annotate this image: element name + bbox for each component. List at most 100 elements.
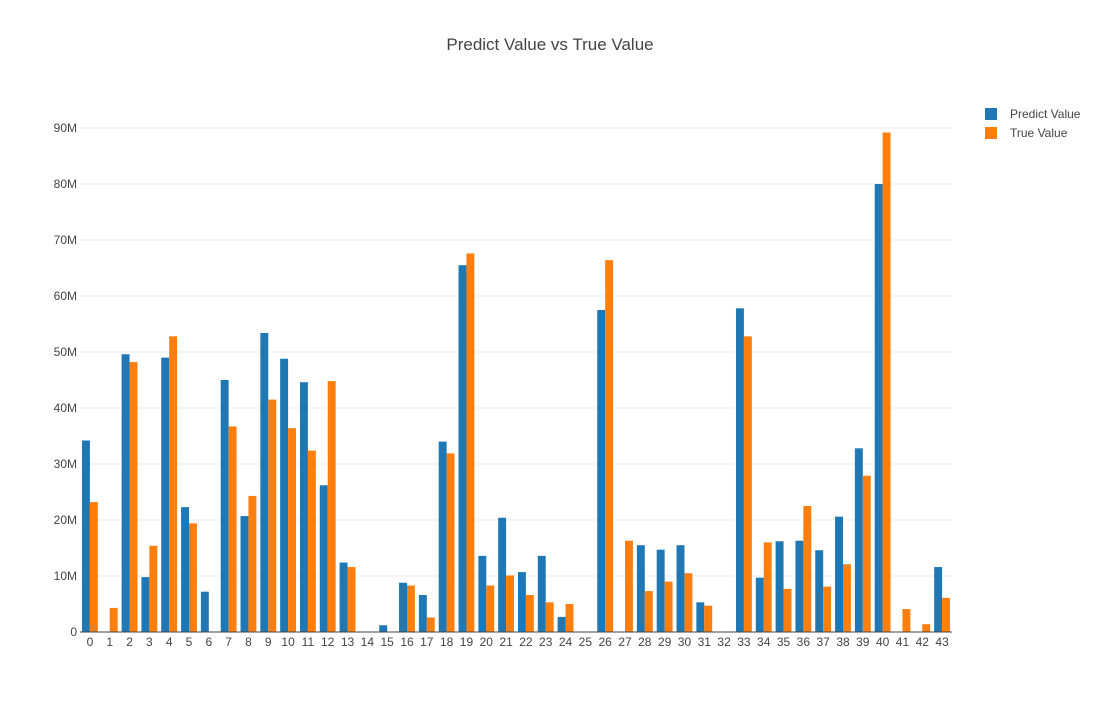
bar-predict-28[interactable] [636, 545, 645, 632]
bar-predict-15[interactable] [379, 625, 388, 632]
bar-true-42[interactable] [922, 624, 931, 632]
bar-true-43[interactable] [942, 597, 951, 632]
y-tick-label: 0 [70, 625, 77, 639]
bar-true-22[interactable] [525, 595, 534, 632]
bar-true-3[interactable] [149, 545, 158, 632]
x-tick-label: 34 [757, 635, 771, 649]
bar-true-4[interactable] [169, 336, 178, 632]
bar-true-16[interactable] [407, 585, 415, 632]
bar-predict-23[interactable] [537, 555, 546, 632]
x-tick-label: 8 [245, 635, 252, 649]
x-tick-label: 30 [678, 635, 692, 649]
bar-predict-2[interactable] [121, 354, 130, 632]
legend-item-true[interactable]: True Value [985, 126, 1068, 140]
bar-predict-39[interactable] [854, 448, 863, 632]
bar-true-20[interactable] [486, 585, 495, 632]
x-tick-label: 3 [146, 635, 153, 649]
bar-predict-30[interactable] [676, 545, 685, 632]
bar-predict-10[interactable] [280, 358, 289, 632]
x-tick-label: 13 [341, 635, 355, 649]
bar-true-39[interactable] [862, 475, 871, 632]
bar-true-9[interactable] [268, 399, 277, 632]
bar-true-29[interactable] [664, 581, 673, 632]
x-tick-label: 18 [440, 635, 454, 649]
bar-true-24[interactable] [565, 604, 574, 632]
bar-true-33[interactable] [743, 336, 752, 632]
bar-true-2[interactable] [129, 362, 138, 632]
bar-predict-20[interactable] [478, 555, 487, 632]
bar-predict-31[interactable] [696, 602, 705, 632]
bar-predict-38[interactable] [835, 516, 843, 632]
bar-true-38[interactable] [843, 564, 851, 632]
bar-predict-16[interactable] [399, 582, 407, 632]
bar-true-13[interactable] [347, 567, 356, 632]
bar-true-11[interactable] [307, 450, 316, 632]
bar-true-27[interactable] [625, 540, 633, 632]
bar-predict-8[interactable] [240, 516, 249, 632]
bar-predict-34[interactable] [755, 577, 764, 632]
y-tick-label: 20M [54, 513, 77, 527]
bar-true-5[interactable] [189, 523, 197, 632]
x-tick-label: 42 [916, 635, 930, 649]
bar-predict-37[interactable] [815, 550, 824, 632]
x-tick-label: 33 [737, 635, 751, 649]
bar-predict-12[interactable] [319, 485, 328, 632]
bar-predict-29[interactable] [656, 549, 665, 632]
bar-true-0[interactable] [89, 502, 98, 632]
y-tick-label: 80M [54, 177, 77, 191]
bar-predict-9[interactable] [260, 332, 269, 632]
bar-true-35[interactable] [783, 588, 792, 632]
bar-predict-40[interactable] [874, 184, 883, 632]
y-axis: 0 10M 20M 30M 40M 50M 60M 70M 80M 90M [54, 121, 78, 639]
bar-true-30[interactable] [684, 573, 693, 632]
bar-true-26[interactable] [605, 260, 614, 632]
bar-true-8[interactable] [248, 495, 257, 632]
bar-predict-7[interactable] [220, 380, 229, 632]
legend[interactable]: Predict Value True Value [985, 107, 1081, 140]
bar-predict-43[interactable] [934, 567, 943, 632]
bar-true-41[interactable] [902, 609, 911, 632]
bar-true-10[interactable] [288, 428, 297, 632]
x-tick-label: 41 [896, 635, 910, 649]
bar-true-37[interactable] [823, 586, 832, 632]
bar-predict-18[interactable] [438, 441, 447, 632]
bar-predict-3[interactable] [141, 577, 150, 632]
bar-predict-22[interactable] [517, 572, 526, 632]
bar-predict-0[interactable] [81, 440, 90, 632]
x-tick-label: 12 [321, 635, 335, 649]
bar-predict-19[interactable] [458, 265, 467, 632]
bar-predict-35[interactable] [775, 541, 784, 632]
bar-true-23[interactable] [545, 602, 554, 632]
x-tick-label: 4 [166, 635, 173, 649]
legend-item-predict[interactable]: Predict Value [985, 107, 1081, 121]
bar-predict-4[interactable] [161, 357, 170, 632]
bar-true-19[interactable] [466, 253, 475, 632]
bar-true-34[interactable] [763, 542, 772, 632]
bar-true-18[interactable] [446, 453, 455, 632]
x-tick-label: 31 [698, 635, 712, 649]
bar-true-21[interactable] [506, 575, 515, 632]
bar-predict-33[interactable] [735, 308, 744, 632]
bar-predict-6[interactable] [200, 591, 209, 632]
bar-predict-36[interactable] [795, 540, 804, 632]
bar-true-7[interactable] [228, 426, 237, 632]
legend-swatch [985, 127, 997, 139]
x-tick-label: 26 [599, 635, 613, 649]
bar-true-36[interactable] [803, 506, 812, 632]
bar-true-40[interactable] [882, 132, 891, 633]
bar-true-17[interactable] [426, 617, 435, 632]
bar-predict-11[interactable] [299, 382, 308, 632]
bar-true-28[interactable] [644, 591, 653, 632]
bar-predict-21[interactable] [498, 517, 507, 632]
bar-predict-17[interactable] [418, 595, 427, 632]
bar-predict-24[interactable] [557, 616, 566, 632]
bar-predict-26[interactable] [597, 310, 606, 632]
x-tick-label: 1 [106, 635, 113, 649]
bar-predict-5[interactable] [181, 507, 189, 632]
bar-true-12[interactable] [327, 381, 336, 632]
bar-true-1[interactable] [109, 607, 118, 632]
bar-true-31[interactable] [704, 605, 713, 632]
bar-predict-13[interactable] [339, 562, 348, 632]
x-tick-label: 2 [126, 635, 133, 649]
x-tick-label: 7 [225, 635, 232, 649]
